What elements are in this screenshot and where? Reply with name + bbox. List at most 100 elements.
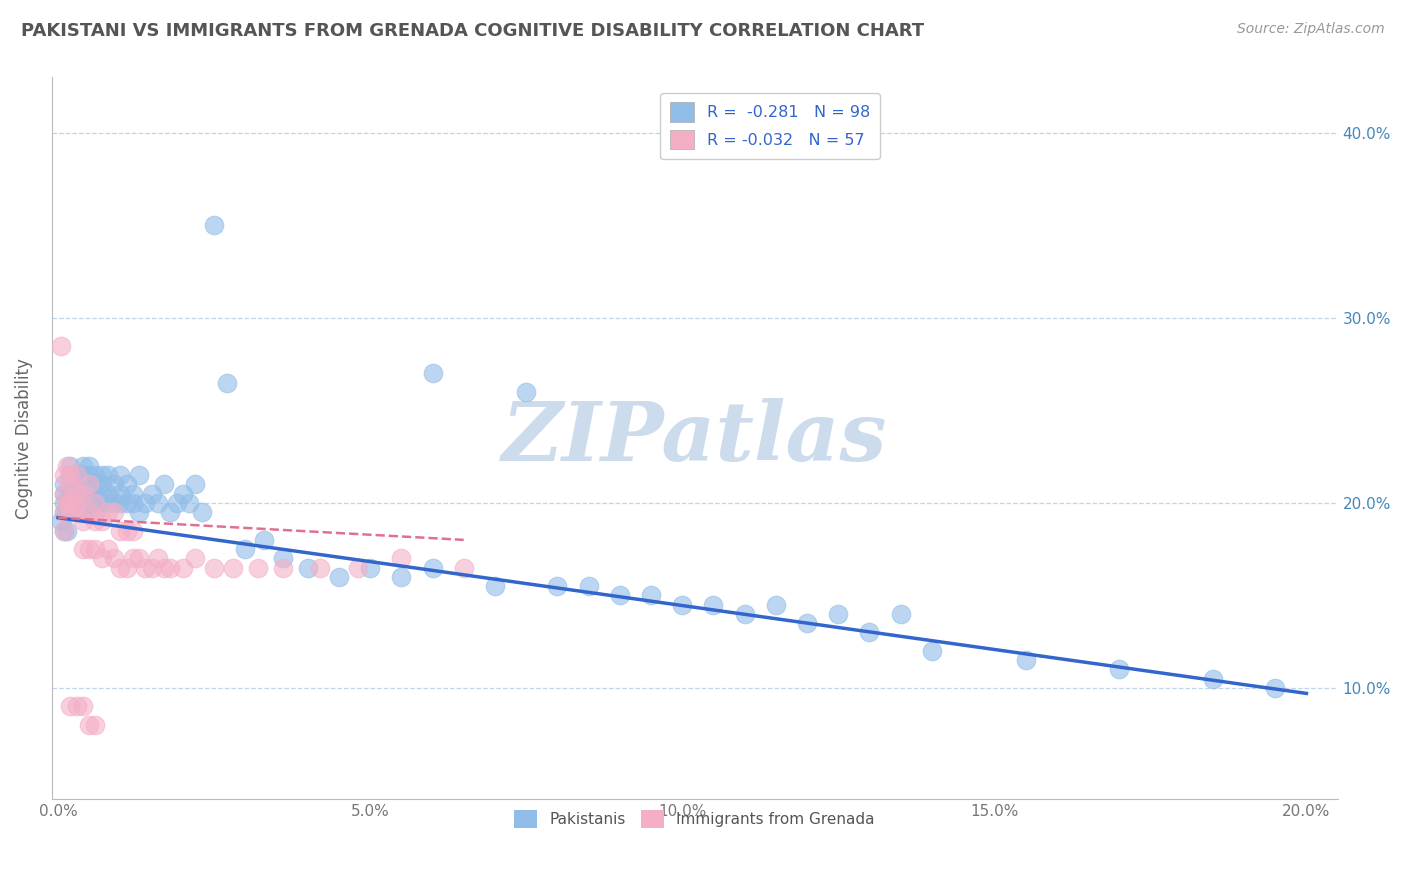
Point [297, 560, 319, 574]
Point [84, 477, 107, 491]
Point [97, 542, 120, 557]
Point [1108, 662, 1130, 676]
Point [53, 524, 76, 538]
Point [72, 514, 94, 528]
Point [271, 560, 294, 574]
Point [77, 542, 100, 557]
Point [84, 496, 107, 510]
Point [515, 384, 537, 399]
Point [215, 376, 238, 390]
Point [122, 551, 145, 566]
Point [72, 699, 94, 714]
Point [66, 505, 89, 519]
Point [53, 505, 76, 519]
Point [97, 486, 120, 500]
Point [222, 560, 245, 574]
Point [128, 468, 150, 483]
Point [765, 598, 787, 612]
Point [702, 598, 724, 612]
Point [128, 505, 150, 519]
Point [77, 505, 100, 519]
Point [202, 219, 225, 233]
Point [72, 496, 94, 510]
Point [141, 560, 163, 574]
Point [56, 524, 79, 538]
Point [827, 607, 849, 621]
Point [346, 560, 368, 574]
Text: PAKISTANI VS IMMIGRANTS FROM GRENADA COGNITIVE DISABILITY CORRELATION CHART: PAKISTANI VS IMMIGRANTS FROM GRENADA COG… [21, 22, 924, 40]
Point [90, 468, 112, 483]
Point [72, 542, 94, 557]
Point [1014, 653, 1036, 667]
Point [246, 560, 269, 574]
Point [66, 477, 89, 491]
Point [59, 468, 82, 483]
Point [53, 468, 76, 483]
Point [122, 486, 145, 500]
Point [84, 468, 107, 483]
Point [59, 505, 82, 519]
Point [103, 551, 125, 566]
Point [115, 477, 138, 491]
Point [62, 477, 84, 491]
Point [59, 486, 82, 500]
Point [184, 551, 207, 566]
Point [190, 505, 212, 519]
Point [328, 570, 350, 584]
Point [110, 468, 132, 483]
Point [146, 496, 169, 510]
Point [66, 505, 89, 519]
Point [90, 496, 112, 510]
Point [146, 551, 169, 566]
Point [110, 496, 132, 510]
Point [1202, 672, 1225, 686]
Point [609, 588, 631, 602]
Point [53, 505, 76, 519]
Point [72, 477, 94, 491]
Point [858, 625, 880, 640]
Point [359, 560, 381, 574]
Point [59, 699, 82, 714]
Point [62, 496, 84, 510]
Point [90, 477, 112, 491]
Point [389, 551, 412, 566]
Point [77, 718, 100, 732]
Point [115, 524, 138, 538]
Point [66, 486, 89, 500]
Point [77, 486, 100, 500]
Point [153, 477, 176, 491]
Point [49, 338, 72, 352]
Point [90, 514, 112, 528]
Point [110, 560, 132, 574]
Point [177, 496, 200, 510]
Point [77, 458, 100, 473]
Point [66, 699, 89, 714]
Point [271, 551, 294, 566]
Text: Source: ZipAtlas.com: Source: ZipAtlas.com [1237, 22, 1385, 37]
Point [66, 496, 89, 510]
Point [72, 486, 94, 500]
Point [90, 551, 112, 566]
Point [253, 533, 276, 547]
Point [66, 468, 89, 483]
Point [422, 560, 444, 574]
Point [66, 468, 89, 483]
Point [166, 496, 188, 510]
Point [53, 486, 76, 500]
Point [66, 505, 89, 519]
Point [422, 367, 444, 381]
Point [115, 560, 138, 574]
Point [53, 496, 76, 510]
Point [59, 477, 82, 491]
Point [77, 468, 100, 483]
Point [56, 505, 79, 519]
Point [159, 505, 181, 519]
Point [56, 458, 79, 473]
Point [734, 607, 756, 621]
Point [484, 579, 506, 593]
Point [72, 468, 94, 483]
Point [59, 458, 82, 473]
Point [1264, 681, 1286, 695]
Point [172, 560, 194, 574]
Point [546, 579, 568, 593]
